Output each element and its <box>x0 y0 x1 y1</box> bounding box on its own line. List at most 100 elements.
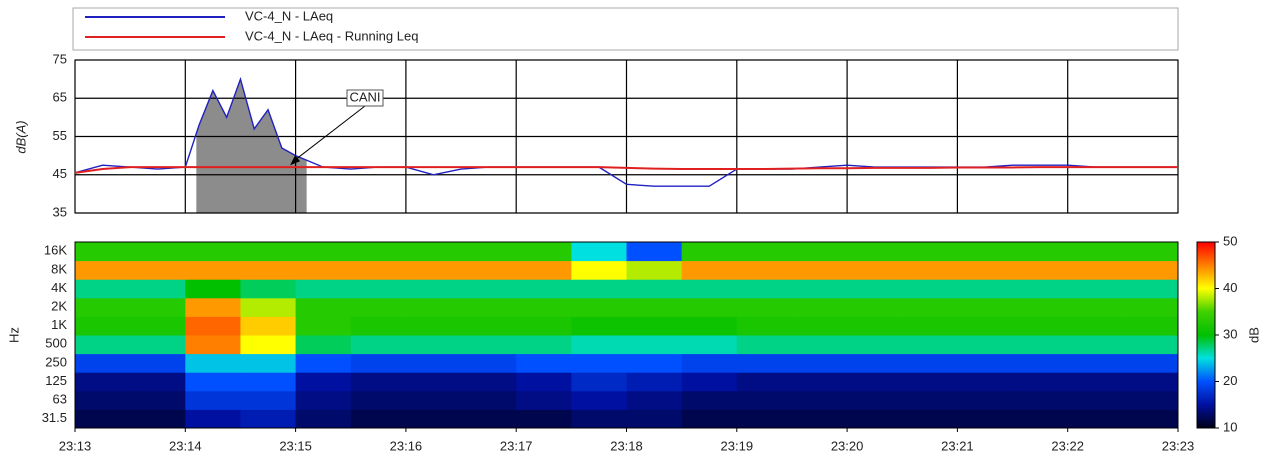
colorbar-tick-label: 10 <box>1223 419 1237 434</box>
heatmap-cell <box>75 279 131 299</box>
heatmap-cell <box>571 297 627 317</box>
heatmap-cell <box>571 353 627 373</box>
y-tick-label: 250 <box>45 354 67 369</box>
heatmap-cell <box>295 335 352 355</box>
x-tick-label: 23:17 <box>500 438 533 453</box>
heatmap-cell <box>571 372 627 392</box>
heatmap-cell <box>1067 297 1124 317</box>
arrow-head <box>290 155 301 166</box>
heatmap-cell <box>461 372 517 392</box>
heatmap-cell <box>240 390 297 410</box>
heatmap-cell <box>130 260 186 280</box>
heatmap-cell <box>1122 260 1179 280</box>
heatmap-cell <box>1067 279 1124 299</box>
heatmap-cell <box>791 372 848 392</box>
heatmap-cell <box>736 242 793 262</box>
heatmap-cell <box>516 316 572 336</box>
heatmap-cell <box>185 297 241 317</box>
heatmap-cell <box>571 316 627 336</box>
heatmap-cell <box>350 279 407 299</box>
heatmap-cell <box>1067 409 1124 429</box>
heatmap-cell <box>791 297 848 317</box>
heatmap-cell <box>130 335 186 355</box>
heatmap-cell <box>405 372 462 392</box>
heatmap-cell <box>350 390 407 410</box>
heatmap-cell <box>516 409 572 429</box>
heatmap-cell <box>130 242 186 262</box>
heatmap-cell <box>681 316 738 336</box>
heatmap-cell <box>957 335 1014 355</box>
heatmap-cell <box>1122 372 1179 392</box>
heatmap-cell <box>295 279 352 299</box>
heatmap-cell <box>185 353 241 373</box>
annotation: CANI <box>349 89 380 104</box>
heatmap-cell <box>902 390 958 410</box>
heatmap-cell <box>516 260 572 280</box>
heatmap-cell <box>75 353 131 373</box>
heatmap-cell <box>185 409 241 429</box>
x-tick-label: 23:18 <box>610 438 643 453</box>
heatmap-cell <box>1067 335 1124 355</box>
data-line <box>74 166 1178 174</box>
heatmap-cell <box>1012 279 1069 299</box>
heatmap-cell <box>847 372 903 392</box>
x-tick-label: 23:13 <box>59 438 92 453</box>
heatmap-cell <box>681 372 738 392</box>
heatmap-cell <box>405 409 462 429</box>
heatmap-cell <box>681 242 738 262</box>
heatmap-cell <box>405 242 462 262</box>
annotation-arrow <box>295 105 366 160</box>
heatmap-cell <box>461 260 517 280</box>
heatmap-cell <box>626 335 683 355</box>
heatmap-cell <box>350 353 407 373</box>
heatmap-cell <box>185 335 241 355</box>
heatmap-cell <box>1012 409 1069 429</box>
heatmap-cell <box>240 279 297 299</box>
heatmap-cell <box>791 242 848 262</box>
heatmap-cell <box>957 279 1014 299</box>
heatmap-cell <box>1012 390 1069 410</box>
heatmap-cell <box>130 316 186 336</box>
heatmap-cell <box>847 279 903 299</box>
heatmap-cell <box>295 353 352 373</box>
heatmap-cell <box>957 260 1014 280</box>
colorbar-tick-label: 40 <box>1223 280 1237 295</box>
heatmap-cell <box>75 335 131 355</box>
heatmap-cell <box>847 409 903 429</box>
heatmap-cell <box>736 297 793 317</box>
heatmap-cell <box>516 372 572 392</box>
heatmap-cell <box>295 390 352 410</box>
legend-box <box>72 7 1179 51</box>
heatmap-cell <box>791 335 848 355</box>
heatmap-cell <box>736 353 793 373</box>
heatmap-cell <box>902 260 958 280</box>
heatmap-cell <box>902 279 958 299</box>
heatmap-cell <box>791 260 848 280</box>
heatmap-cell <box>240 372 297 392</box>
x-tick-label: 23:22 <box>1051 438 1084 453</box>
heatmap-cell <box>405 260 462 280</box>
heatmap-cell <box>902 297 958 317</box>
heatmap-cell <box>461 297 517 317</box>
heatmap-cell <box>240 297 297 317</box>
heatmap-cell <box>847 242 903 262</box>
colorbar-tick-label: 20 <box>1223 373 1237 388</box>
heatmap-cell <box>185 260 241 280</box>
y-tick-label: 65 <box>53 90 67 105</box>
y-tick-label: 31.5 <box>42 410 67 425</box>
heatmap-cell <box>461 335 517 355</box>
heatmap-cell <box>350 372 407 392</box>
heatmap-cell <box>681 279 738 299</box>
colorbar-label: dB <box>1246 327 1261 343</box>
heatmap-cell <box>626 279 683 299</box>
x-tick-label: 23:15 <box>279 438 312 453</box>
heatmap-cell <box>130 353 186 373</box>
heatmap-cell <box>626 260 683 280</box>
x-tick-label: 23:14 <box>169 438 202 453</box>
heatmap-cell <box>405 335 462 355</box>
heatmap-cell <box>350 242 407 262</box>
heatmap-cell <box>736 372 793 392</box>
heatmap-cell <box>626 316 683 336</box>
heatmap-cell <box>350 409 407 429</box>
